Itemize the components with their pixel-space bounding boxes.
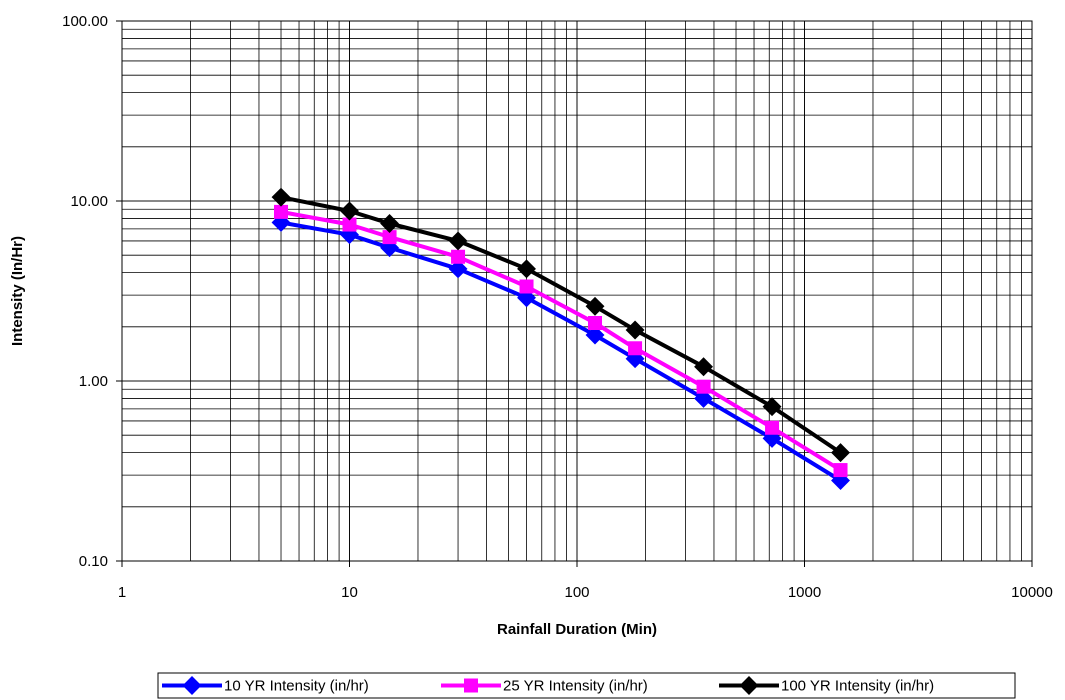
series-line — [280, 220, 842, 483]
data-point — [451, 249, 466, 264]
data-point — [382, 230, 397, 245]
data-point — [342, 217, 357, 232]
data-point — [517, 259, 536, 279]
series-group — [271, 187, 850, 490]
legend-marker — [464, 678, 478, 693]
data-point — [765, 420, 780, 435]
y-tick-label: 0.10 — [79, 553, 108, 570]
data-point — [588, 316, 603, 331]
legend-label: 10 YR Intensity (in/hr) — [224, 678, 369, 695]
data-point — [340, 201, 359, 221]
data-point — [696, 379, 711, 394]
data-point — [831, 443, 850, 463]
x-tick-label: 1 — [118, 584, 126, 601]
legend-marker — [739, 676, 759, 695]
y-tick-label: 100.00 — [62, 13, 108, 30]
grid — [121, 20, 1033, 562]
data-point — [762, 428, 782, 448]
data-point — [628, 341, 643, 356]
x-tick-label: 10000 — [1011, 584, 1053, 601]
data-point — [585, 325, 605, 345]
y-tick-label: 10.00 — [70, 193, 108, 210]
x-axis-title: Rainfall Duration (Min) — [497, 621, 657, 638]
x-tick-label: 1000 — [788, 584, 821, 601]
legend-entry: 100 YR Intensity (in/hr) — [719, 676, 934, 695]
data-point — [762, 397, 782, 417]
data-point — [380, 214, 400, 233]
legend-entry: 25 YR Intensity (in/hr) — [441, 678, 648, 695]
data-point — [448, 259, 468, 279]
data-point — [271, 187, 291, 207]
data-point — [694, 388, 714, 408]
data-point — [448, 231, 468, 251]
axis-ticks: 1 10 100 1000 10000 0.10 1.00 10.00 100.00 — [62, 13, 1053, 601]
data-point — [340, 225, 359, 245]
data-point — [274, 204, 289, 219]
legend-entry: 10 YR Intensity (in/hr) — [162, 676, 369, 695]
series-line — [280, 195, 842, 455]
data-point — [519, 279, 534, 294]
y-tick-label: 1.00 — [79, 373, 108, 390]
data-point — [625, 320, 645, 340]
y-axis-title: Intensity (In/Hr) — [9, 236, 26, 346]
series-line — [280, 209, 842, 472]
data-point — [585, 296, 605, 316]
data-point — [833, 463, 848, 478]
legend-box — [157, 672, 1016, 699]
series-2 — [274, 204, 848, 478]
legend-label: 100 YR Intensity (in/hr) — [781, 678, 934, 695]
legend-marker — [182, 676, 202, 695]
legend-label: 25 YR Intensity (in/hr) — [503, 678, 648, 695]
x-tick-label: 100 — [564, 584, 589, 601]
legend: 10 YR Intensity (in/hr) 25 YR Intensity (… — [157, 672, 1016, 699]
x-tick-label: 10 — [341, 584, 358, 601]
series-3 — [271, 187, 850, 463]
data-point — [694, 357, 714, 377]
series-1 — [271, 213, 850, 490]
